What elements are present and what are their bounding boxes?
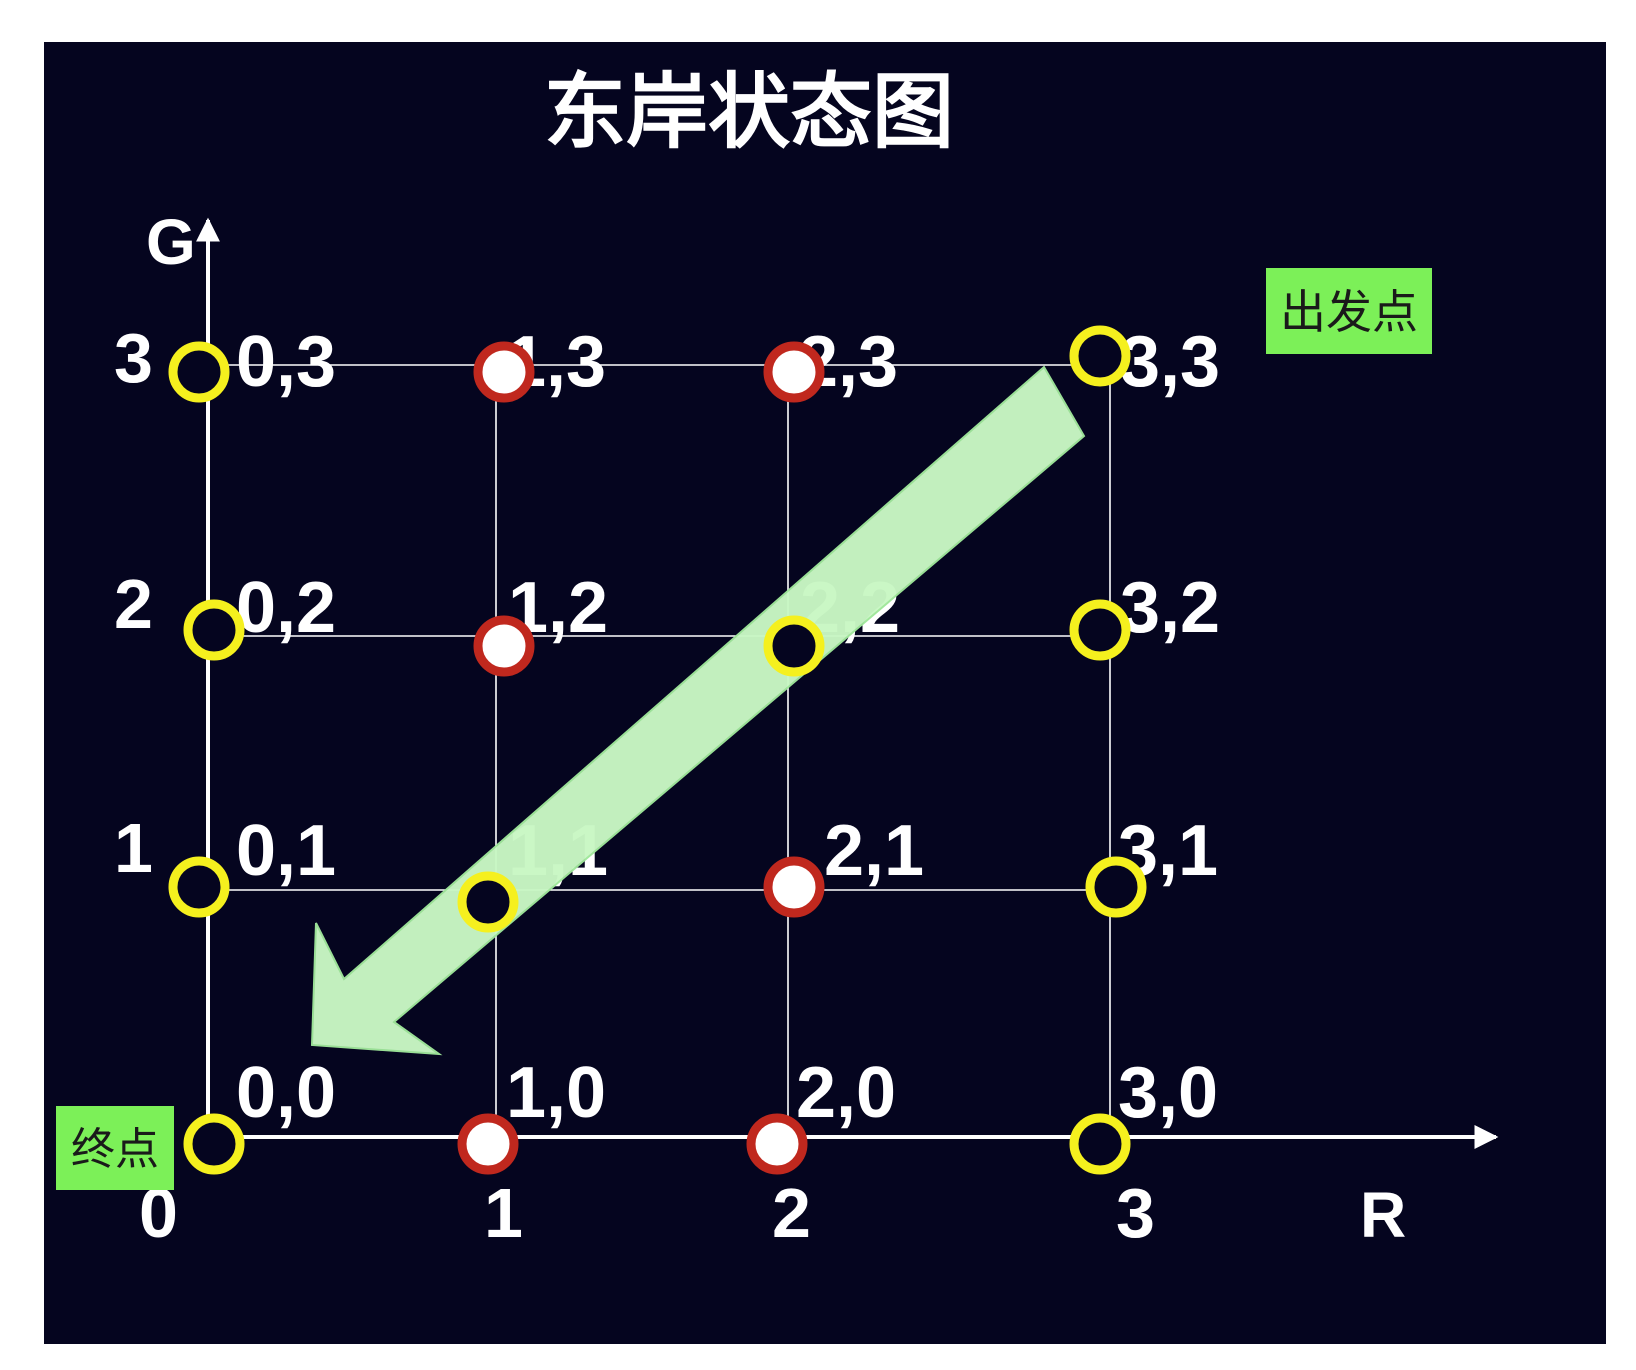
- node-label-0-0: 0,0: [236, 1053, 336, 1133]
- grid: [208, 364, 1111, 1137]
- node-label-2-1: 2,1: [824, 811, 924, 891]
- y-tick-3: 3: [114, 319, 153, 397]
- node-label-2-0: 2,0: [796, 1053, 896, 1133]
- node-2-3: [763, 341, 825, 403]
- x-tick-2: 2: [772, 1174, 811, 1252]
- node-label-3-0: 3,0: [1118, 1053, 1218, 1133]
- start-tag-label: 出发点: [1280, 285, 1418, 339]
- node-2-0: [746, 1113, 808, 1175]
- node-label-1-0: 1,0: [506, 1053, 606, 1133]
- node-1-0: [457, 1113, 519, 1175]
- x-axis-label: R: [1360, 1179, 1406, 1251]
- slide: 东岸状态图 G R 3 2 1 0 1 2 3 0,3 1,3 2,3 3: [44, 42, 1606, 1344]
- y-axis-label: G: [146, 206, 196, 278]
- x-tick-1: 1: [484, 1174, 523, 1252]
- start-tag: 出发点: [1266, 268, 1432, 354]
- node-3-0: [1069, 1113, 1131, 1175]
- state-nodes: [168, 325, 1147, 1175]
- node-label-0-1: 0,1: [236, 811, 336, 891]
- end-tag: 终点: [56, 1106, 174, 1190]
- diagram-title: 东岸状态图: [544, 67, 954, 158]
- node-label-0-2: 0,2: [236, 568, 336, 648]
- state-diagram: 东岸状态图 G R 3 2 1 0 1 2 3 0,3 1,3 2,3 3: [56, 67, 1499, 1252]
- node-1-2: [473, 615, 535, 677]
- node-label-3-2: 3,2: [1120, 568, 1220, 648]
- node-2-1: [763, 856, 825, 918]
- node-2-2: [763, 615, 825, 677]
- node-0-3: [168, 341, 230, 403]
- path-arrow: [310, 365, 1086, 1056]
- node-3-3: [1069, 325, 1131, 387]
- node-0-1: [168, 856, 230, 918]
- y-tick-2: 2: [114, 565, 153, 643]
- x-tick-3: 3: [1116, 1174, 1155, 1252]
- node-0-2: [183, 599, 245, 661]
- node-1-3: [473, 341, 535, 403]
- node-3-1: [1085, 856, 1147, 918]
- end-tag-label: 终点: [71, 1124, 159, 1175]
- node-0-0: [183, 1113, 245, 1175]
- node-label-0-3: 0,3: [236, 322, 336, 402]
- node-3-2: [1069, 599, 1131, 661]
- node-label-3-3: 3,3: [1120, 322, 1220, 402]
- node-1-1: [457, 871, 519, 933]
- y-tick-1: 1: [114, 809, 153, 887]
